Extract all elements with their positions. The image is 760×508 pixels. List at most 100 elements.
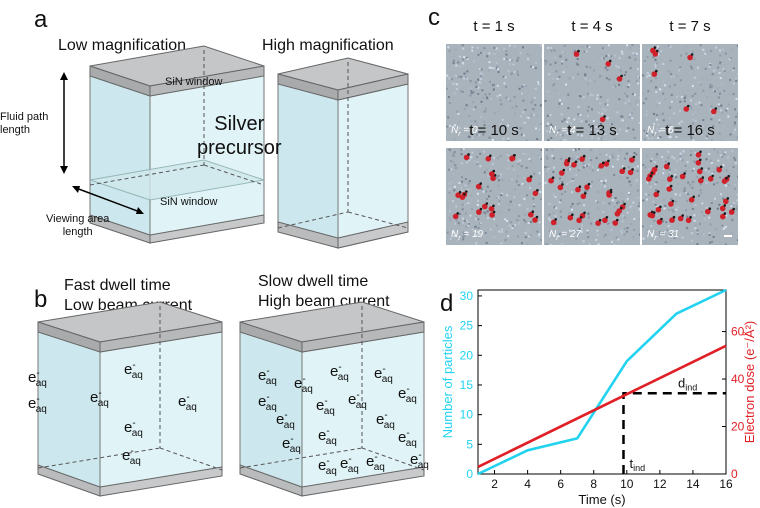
electron-label: e-aq [28,394,47,415]
viewing-area-arrow [72,186,144,214]
induction-dashed-line [622,392,726,474]
particle-marker [697,168,703,175]
fluid-path-line1: Fluid path [0,111,49,123]
particle-marker [667,176,673,182]
particle-marker [580,193,587,200]
particle-marker [695,152,702,158]
plot-frame [477,289,727,475]
slow-line1: Slow dwell time [258,273,369,290]
fluid-path-line2: length [0,124,30,136]
x-tick-label: 16 [719,477,733,491]
particle-marker [721,178,728,184]
particle-marker [532,190,539,197]
particle-marker [485,156,492,162]
particle-marker [616,208,622,214]
electron-labels: e-aq e-aq e-aq e-aq e-aq e-aq e-aq e-aq e-aq e-aq… [28,360,429,477]
particle-marker [649,212,656,219]
particle-marker [705,208,711,215]
tile-count-label: Nr = 19 [451,229,484,242]
electron-label: e-aq [330,362,349,383]
particle-marker [687,54,693,61]
y-left-tick-label: 25 [460,319,474,333]
electron-label: e-aq [294,374,313,395]
particle-marker [489,212,495,218]
tile-count-label: Nr = 27 [549,229,582,242]
particle-marker [571,162,577,168]
fast-line1: Fast dwell time [64,277,171,294]
electron-label: e-aq [28,368,47,389]
y-left-tick-label: 0 [466,467,473,481]
particle-marker [723,198,729,205]
panel-c-letter: c [428,4,440,31]
x-tick-label: 10 [620,477,634,491]
y-right-tick-label: 40 [731,372,745,386]
tile-time-label: t = 7 s [669,18,711,35]
x-tick-label: 2 [491,477,498,491]
particle-marker [646,176,652,182]
tile-count-label: Nr = 6 [647,125,674,138]
electron-label: e-aq [318,426,337,447]
tile-count-label: Nr = 4 [549,125,576,138]
particle-marker [619,168,625,175]
fluid-path-arrow [60,72,68,174]
electron-label: e-aq [348,390,367,411]
particle-marker [663,163,670,170]
x-tick-label: 8 [590,477,597,491]
particle-marker [576,217,582,224]
tile-time-label: t = 1 s [473,18,515,35]
particle-marker [476,209,482,215]
particle-marker [602,217,608,224]
particle-marker [482,203,488,210]
silver-line2: precursor [197,137,282,159]
particle-marker [719,205,726,212]
electron-label: e-aq [410,450,429,471]
y-left-axis-label: Number of particles [440,325,455,438]
particle-marker [559,170,565,176]
silver-line1: Silver [214,113,265,135]
y-right-axis-label: Electron dose (e⁻/Å²) [742,321,757,443]
particle-marker [490,175,496,182]
panel-a-diagram [60,45,409,249]
electron-label: e-aq [318,456,337,477]
particle-marker [452,213,459,220]
scale-bar [724,235,732,237]
particle-marker [652,51,659,57]
particle-marker [475,183,482,190]
particle-marker [579,156,585,162]
particle-marker [668,201,674,207]
electron-label: e-aq [258,366,277,387]
silver-precursor-label: Silver precursor [197,112,281,160]
tile-time-label: t = 4 s [571,18,613,35]
particle-marker [685,217,692,224]
y-left-tick-label: 15 [460,378,474,392]
particle-marker [509,155,516,162]
sin-window-bottom-label: SiN window [160,196,218,208]
particle-marker [666,186,672,192]
electron-label: e-aq [282,434,301,455]
particle-marker [575,186,581,193]
tile-count-label: Nr = 31 [647,229,680,242]
particle-marker [711,108,717,115]
particle-marker [728,209,735,215]
particle-marker [567,214,574,221]
particle-marker [616,76,623,82]
particle-marker [651,166,658,173]
particle-marker [488,206,495,212]
y-left-tick-label: 10 [460,408,474,422]
electron-label: e-aq [374,364,393,385]
x-tick-label: 6 [557,477,564,491]
particle-marker [599,116,606,123]
electron-label: e-aq [90,388,109,409]
viewing-line1: Viewing area [46,213,110,225]
y-left-tick-label: 20 [460,348,474,362]
micrograph-tile: Nr = 31 [642,148,738,245]
y-right-tick-label: 0 [731,467,738,481]
x-axis-label: Time (s) [578,492,625,507]
sin-window-top-label: SiN window [165,76,223,88]
d-ind-label: dind [678,375,697,392]
particles-series-line [477,288,727,476]
particle-marker [720,213,726,220]
particle-marker [455,192,461,198]
particle-marker [563,160,570,167]
fast-dwell-cell [37,301,223,497]
